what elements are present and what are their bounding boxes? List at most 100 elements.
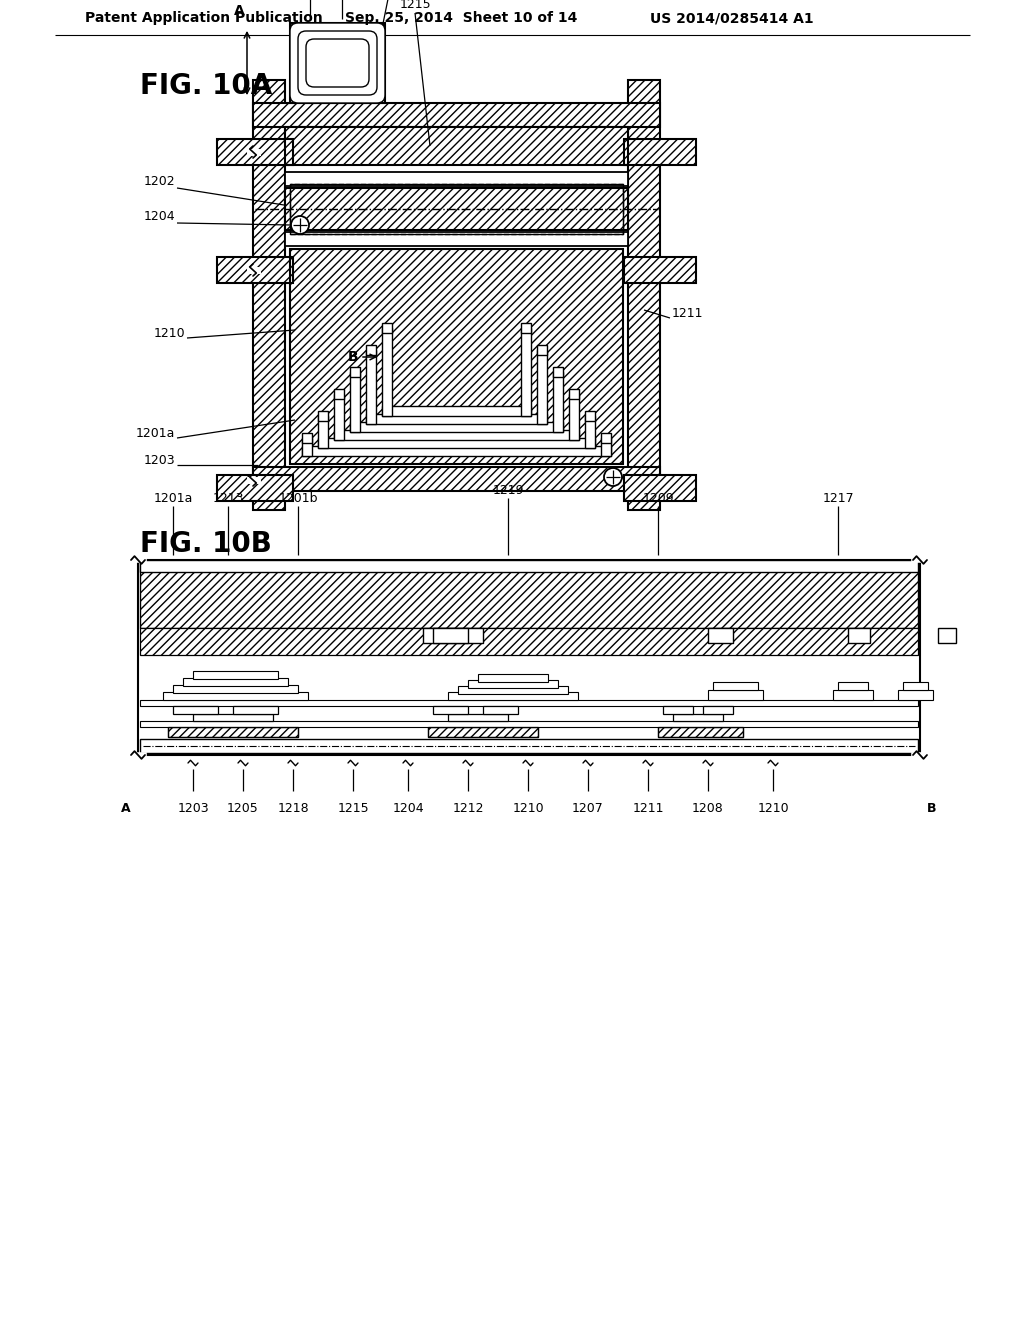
Bar xyxy=(833,690,873,700)
Bar xyxy=(318,416,328,447)
Bar xyxy=(285,127,628,165)
Bar xyxy=(285,187,628,230)
FancyBboxPatch shape xyxy=(306,40,369,87)
Bar xyxy=(903,682,928,690)
Text: B: B xyxy=(347,350,358,364)
Bar xyxy=(624,139,696,165)
Bar xyxy=(553,372,563,432)
Bar xyxy=(233,706,278,714)
Text: 1207: 1207 xyxy=(572,803,604,814)
Text: 1203: 1203 xyxy=(177,803,209,814)
Bar xyxy=(708,628,733,643)
Bar xyxy=(350,422,563,432)
Text: A: A xyxy=(233,4,245,18)
Bar xyxy=(193,714,273,721)
Text: 1211: 1211 xyxy=(672,308,703,319)
Text: 1210: 1210 xyxy=(512,803,544,814)
Bar xyxy=(366,414,547,424)
Bar xyxy=(253,467,660,491)
Bar xyxy=(428,727,538,737)
Text: US 2014/0285414 A1: US 2014/0285414 A1 xyxy=(650,11,814,25)
Bar xyxy=(658,727,743,737)
Bar xyxy=(601,438,611,455)
Text: Sep. 25, 2014  Sheet 10 of 14: Sep. 25, 2014 Sheet 10 of 14 xyxy=(345,11,578,25)
Text: 1201a: 1201a xyxy=(135,426,175,440)
Bar xyxy=(285,127,628,165)
Bar xyxy=(173,685,298,693)
Bar xyxy=(290,249,623,465)
Bar xyxy=(290,22,385,103)
Text: Patent Application Publication: Patent Application Publication xyxy=(85,11,323,25)
Bar xyxy=(366,345,376,355)
Bar xyxy=(334,430,579,440)
Bar xyxy=(140,739,918,752)
Text: A: A xyxy=(121,803,131,814)
Text: 1201a: 1201a xyxy=(154,492,193,506)
Text: 1212: 1212 xyxy=(453,803,483,814)
Bar xyxy=(140,560,918,628)
Text: 1219: 1219 xyxy=(493,484,523,498)
Text: 1201b: 1201b xyxy=(279,492,317,506)
Text: 1217: 1217 xyxy=(822,492,854,506)
Bar xyxy=(350,367,360,378)
Bar xyxy=(217,139,293,165)
Bar xyxy=(217,475,293,502)
Text: 1204: 1204 xyxy=(392,803,424,814)
Bar xyxy=(624,257,696,282)
Bar xyxy=(290,183,623,234)
Bar xyxy=(601,433,611,444)
Bar xyxy=(433,706,468,714)
Bar xyxy=(334,393,344,440)
Text: FIG. 10A: FIG. 10A xyxy=(140,73,272,100)
Bar xyxy=(428,727,538,737)
Bar xyxy=(350,372,360,432)
Bar xyxy=(285,172,628,186)
Bar xyxy=(285,187,628,230)
Circle shape xyxy=(291,216,309,234)
Bar xyxy=(173,706,218,714)
Bar xyxy=(708,690,763,700)
Bar xyxy=(302,446,611,455)
Bar xyxy=(382,327,392,416)
Bar xyxy=(318,438,595,447)
Bar xyxy=(290,22,385,103)
Text: B: B xyxy=(928,803,937,814)
Bar xyxy=(423,628,483,643)
Text: 1213: 1213 xyxy=(212,492,244,506)
Bar xyxy=(521,327,531,416)
Bar xyxy=(553,367,563,378)
Bar xyxy=(217,257,293,282)
Bar xyxy=(140,700,918,706)
Bar xyxy=(334,389,344,399)
Text: 1204: 1204 xyxy=(143,210,175,223)
Bar xyxy=(285,232,628,246)
Bar xyxy=(585,416,595,447)
Bar xyxy=(168,727,298,737)
Text: 1203: 1203 xyxy=(143,454,175,467)
Bar xyxy=(433,628,468,643)
Text: 1209: 1209 xyxy=(642,492,674,506)
Bar xyxy=(183,678,288,686)
Text: 1208: 1208 xyxy=(692,803,724,814)
Bar xyxy=(468,680,558,688)
Text: 1205: 1205 xyxy=(227,803,259,814)
Bar xyxy=(302,433,312,444)
Text: 1215: 1215 xyxy=(337,803,369,814)
Bar xyxy=(713,682,758,690)
Bar xyxy=(838,682,868,690)
Bar xyxy=(193,671,278,678)
Bar xyxy=(478,675,548,682)
FancyBboxPatch shape xyxy=(298,30,377,95)
Text: 1211: 1211 xyxy=(632,803,664,814)
Bar xyxy=(318,411,328,421)
Bar xyxy=(628,81,660,510)
Bar xyxy=(382,407,531,416)
Text: 1210: 1210 xyxy=(757,803,788,814)
Bar xyxy=(938,628,956,643)
Text: 1218: 1218 xyxy=(278,803,309,814)
Bar xyxy=(703,706,733,714)
Bar xyxy=(253,81,285,510)
Circle shape xyxy=(604,469,622,486)
Bar xyxy=(366,350,376,424)
Bar xyxy=(140,721,918,727)
